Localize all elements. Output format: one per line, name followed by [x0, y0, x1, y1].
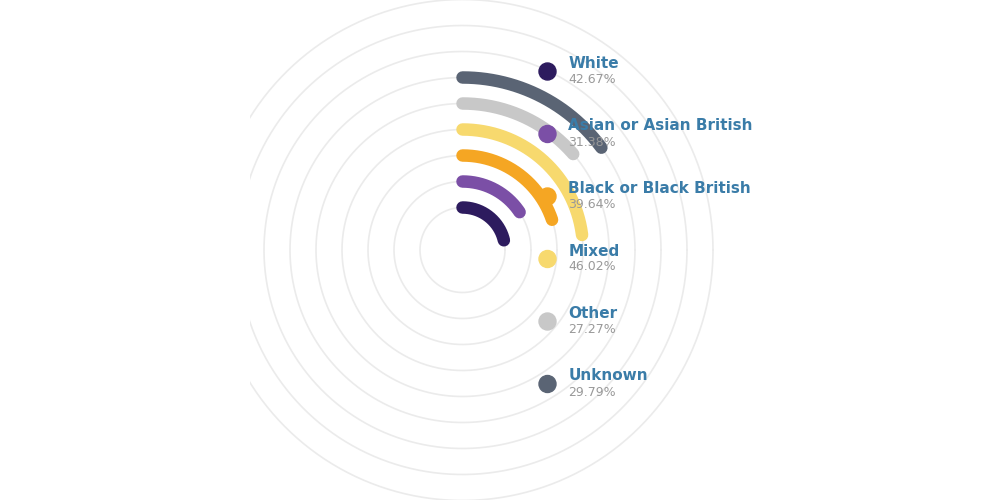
Circle shape [539, 188, 556, 205]
Text: Asian or Asian British: Asian or Asian British [568, 118, 753, 134]
Text: 42.67%: 42.67% [568, 73, 616, 86]
Text: White: White [568, 56, 619, 71]
Circle shape [539, 313, 556, 330]
Circle shape [539, 126, 556, 142]
Circle shape [539, 63, 556, 80]
Text: 39.64%: 39.64% [568, 198, 616, 211]
Circle shape [539, 376, 556, 392]
Text: Mixed: Mixed [568, 244, 620, 258]
Text: Other: Other [568, 306, 618, 321]
Text: 31.38%: 31.38% [568, 136, 616, 148]
Text: Unknown: Unknown [568, 368, 648, 384]
Text: 29.79%: 29.79% [568, 386, 616, 398]
Circle shape [539, 250, 556, 268]
Text: 46.02%: 46.02% [568, 260, 616, 274]
Text: 27.27%: 27.27% [568, 323, 616, 336]
Text: Black or Black British: Black or Black British [568, 181, 751, 196]
